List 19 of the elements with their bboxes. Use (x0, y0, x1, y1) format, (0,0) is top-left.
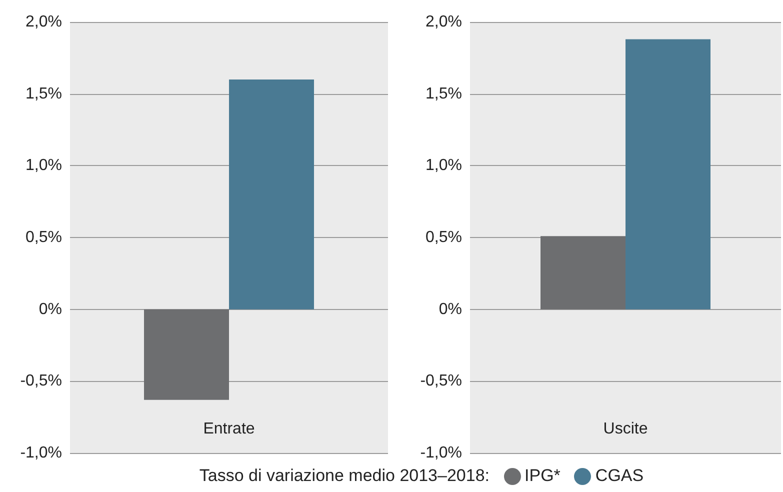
y-tick-label: 2,0% (426, 14, 462, 30)
x-tick-label: Uscite (603, 420, 648, 438)
y-tick-label: -1,0% (20, 444, 62, 462)
y-tick-label: 1,0% (26, 157, 62, 174)
y-tick-label: 0,5% (426, 229, 462, 246)
y-tick-label: -0,5% (20, 372, 62, 390)
y-tick-label: 0,5% (26, 229, 62, 246)
y-tick-label: 0% (38, 300, 62, 318)
x-tick-label: Entrate (203, 420, 255, 438)
y-tick-label: 1,0% (426, 157, 462, 174)
y-tick-label: 2,0% (26, 14, 62, 30)
y-tick-label: 0% (438, 300, 462, 318)
y-tick-label: 1,5% (426, 85, 462, 102)
y-tick-label: -1,0% (420, 444, 462, 462)
y-tick-label: -0,5% (420, 372, 462, 390)
legend-label: CGAS (595, 466, 644, 486)
legend-title: Tasso di variazione medio 2013–2018: (199, 466, 490, 486)
y-tick-label: 1,5% (26, 85, 62, 102)
legend-label: IPG* (524, 466, 560, 486)
